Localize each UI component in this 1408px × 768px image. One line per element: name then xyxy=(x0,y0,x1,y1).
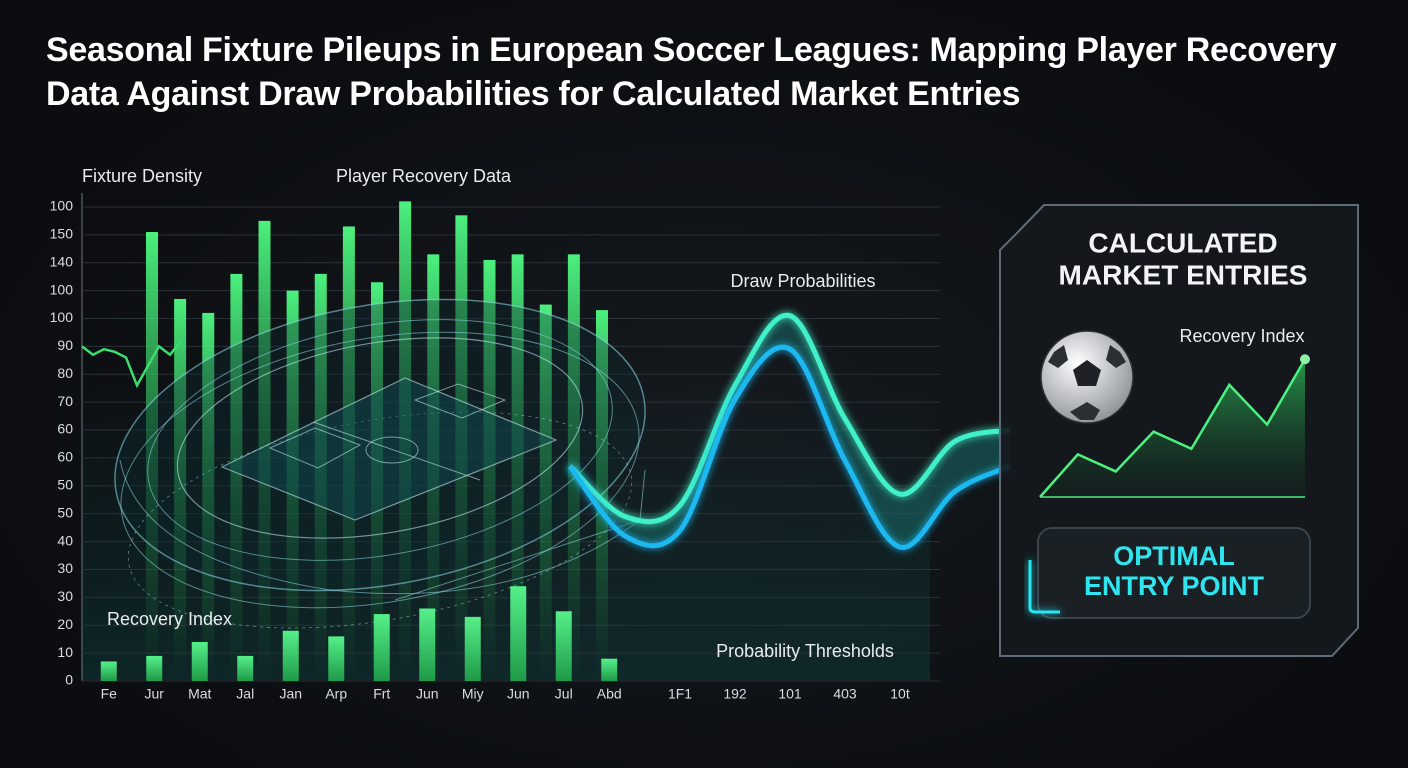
y-tick-label: 150 xyxy=(50,226,74,242)
x-tick-label: Jal xyxy=(236,686,254,702)
x-tick-label: Jun xyxy=(507,686,530,702)
bar xyxy=(510,586,527,681)
bar xyxy=(100,661,117,681)
wave-line xyxy=(568,344,1012,550)
panel-title: CALCULATED xyxy=(1088,227,1277,258)
x-tick-label: Abd xyxy=(597,686,622,702)
x-tick-label: Jur xyxy=(145,686,165,702)
bar xyxy=(146,655,163,681)
entry-button[interactable] xyxy=(1037,527,1311,619)
bar xyxy=(596,310,608,681)
bar xyxy=(202,312,215,681)
x-tick-label: Jul xyxy=(555,686,573,702)
bar xyxy=(146,232,158,682)
area-line xyxy=(1039,358,1307,498)
y-tick-label: 100 xyxy=(50,281,74,297)
area xyxy=(1040,359,1305,497)
x-tick-label: 1F1 xyxy=(668,686,692,702)
y-tick-label: 80 xyxy=(57,365,73,381)
y-tick-label: 90 xyxy=(57,337,73,353)
panel-title: MARKET ENTRIES xyxy=(1059,259,1308,290)
x-tick-label: Miy xyxy=(462,686,484,702)
chart-title: Recovery Index xyxy=(107,609,232,629)
y-tick-label: 30 xyxy=(57,588,73,604)
y-tick-label: 0 xyxy=(65,672,73,688)
x-tick-label: Jun xyxy=(416,686,439,702)
chart-title: Fixture Density xyxy=(82,166,202,186)
x-tick-label: 403 xyxy=(833,686,857,702)
bar xyxy=(282,630,299,681)
x-tick-label: Jan xyxy=(279,686,302,702)
button-label[interactable]: OPTIMAL xyxy=(1113,541,1235,571)
bar xyxy=(373,614,390,681)
x-tick-label: Frt xyxy=(373,686,390,702)
bar xyxy=(191,641,208,681)
button-label[interactable]: ENTRY POINT xyxy=(1084,571,1265,601)
wave-line xyxy=(568,312,1011,525)
x-tick-label: 101 xyxy=(778,686,802,702)
bar xyxy=(237,655,254,681)
bar xyxy=(555,611,572,681)
x-tick-label: Mat xyxy=(188,686,211,702)
bar xyxy=(174,298,187,681)
line xyxy=(81,340,182,389)
bar xyxy=(511,254,524,681)
y-tick-label: 140 xyxy=(50,253,74,269)
y-tick-label: 30 xyxy=(57,560,73,576)
button-glow xyxy=(1028,560,1060,614)
y-tick-label: 40 xyxy=(57,532,73,548)
annotation: Probability Thresholds xyxy=(716,641,894,661)
y-tick-label: 10 xyxy=(57,644,73,660)
end-point xyxy=(1300,354,1310,365)
y-tick-label: 50 xyxy=(57,477,73,493)
bar xyxy=(328,636,345,681)
bar xyxy=(539,304,552,681)
y-tick-label: 70 xyxy=(57,393,73,409)
x-tick-label: 10t xyxy=(890,686,910,702)
chart-title: Recovery Index xyxy=(1179,326,1304,346)
x-tick-label: Fe xyxy=(101,686,118,702)
chart-title: Player Recovery Data xyxy=(336,166,512,186)
bar xyxy=(464,616,481,681)
chart-title: Draw Probabilities xyxy=(730,271,875,291)
stadium-illustration xyxy=(114,298,646,629)
y-tick-label: 20 xyxy=(57,616,73,632)
x-tick-label: 192 xyxy=(723,686,747,702)
page-title: Seasonal Fixture Pileups in European Soc… xyxy=(46,31,1337,113)
bar xyxy=(601,658,618,681)
y-tick-label: 60 xyxy=(57,421,73,437)
bar xyxy=(419,608,436,681)
x-tick-label: Arp xyxy=(325,686,347,702)
y-tick-label: 100 xyxy=(50,309,74,325)
soccer-ball xyxy=(1040,330,1134,424)
bar xyxy=(230,273,243,681)
y-tick-label: 60 xyxy=(57,449,73,465)
y-tick-label: 50 xyxy=(57,504,73,520)
y-tick-label: 100 xyxy=(50,198,74,214)
